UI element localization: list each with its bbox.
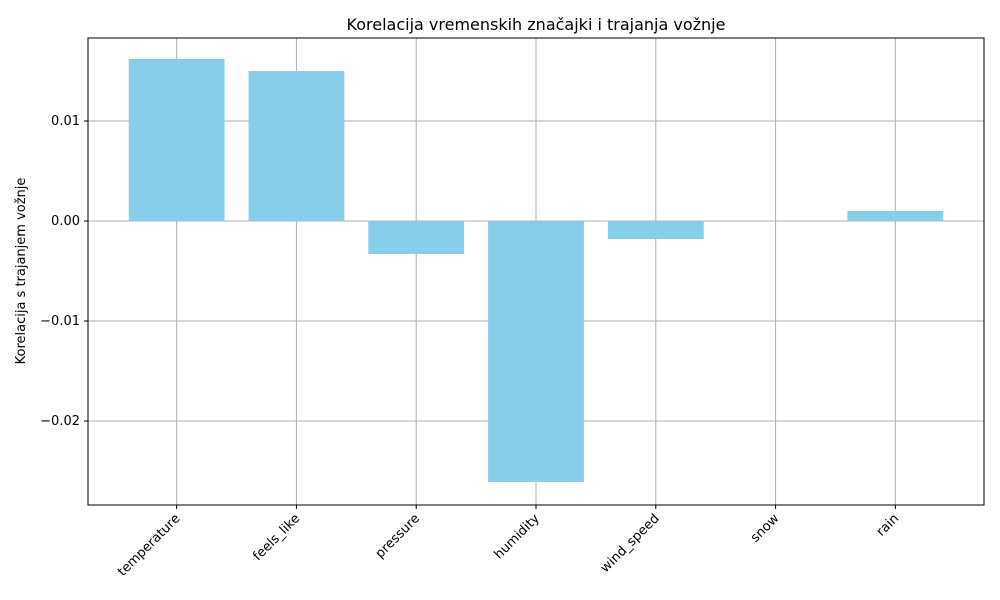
- y-axis-label: Korelacija s trajanjem vožnje: [14, 178, 29, 365]
- bar-humidity: [488, 221, 584, 482]
- y-tick-label: 0.00: [51, 214, 80, 229]
- bar-rain: [847, 211, 944, 221]
- bar-feels_like: [248, 71, 345, 221]
- y-tick-label: 0.01: [51, 114, 80, 129]
- bar-wind_speed: [607, 221, 704, 239]
- y-tick-label: −0.01: [40, 314, 80, 329]
- y-tick-label: −0.02: [40, 414, 80, 429]
- chart-title: Korelacija vremenskih značajki i trajanj…: [347, 15, 726, 34]
- bars: [128, 59, 944, 482]
- bar-temperature: [128, 59, 225, 221]
- bar-pressure: [368, 221, 465, 254]
